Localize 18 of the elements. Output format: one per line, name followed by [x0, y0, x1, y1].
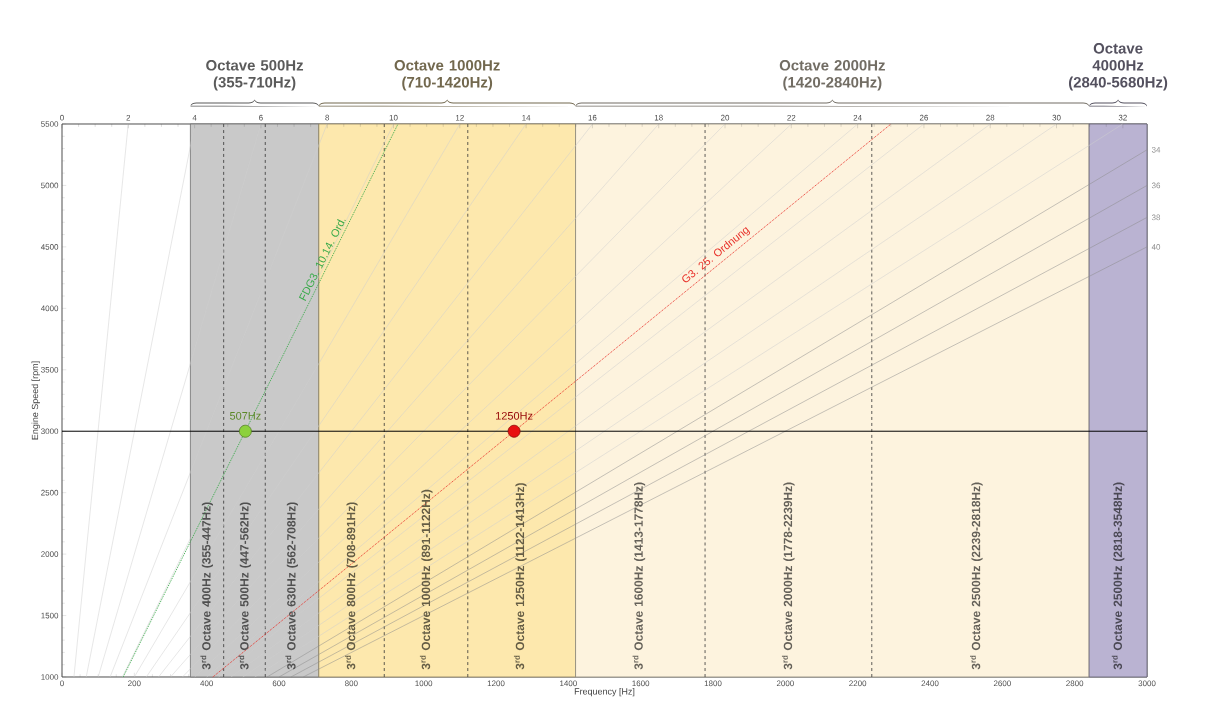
annotation: 3$^{rd}$ Octave 400Hz (355-447Hz) [200, 502, 213, 670]
annotation: 3$^{rd}$ Octave 500Hz (447-562Hz) [238, 502, 251, 670]
annotation: 3$^{rd}$ Octave 2500Hz (2818-3548Hz) [1111, 482, 1125, 670]
annotation: 3$^{rd}$ Octave 2500Hz (2239-2818Hz) [970, 482, 983, 670]
annotation: 3$^{rd}$ Octave 1250Hz (1122-1413Hz) [513, 483, 527, 670]
band-label: Octave 500Hz (355-710Hz) [206, 60, 304, 91]
annotation: 3$^{rd}$ Octave 1000Hz (891-1122Hz) [419, 489, 433, 670]
band-label: Octave 1000Hz (710-1420Hz) [394, 60, 500, 91]
y-axis-title: Engine Speed [rpm] [31, 361, 40, 440]
annotation: 3$^{rd}$ Octave 800Hz (708-891Hz) [345, 502, 358, 670]
band-label: Octave 4000Hz (2840-5680Hz) [1068, 43, 1168, 91]
annotation: 1250Hz [496, 411, 533, 420]
annotation: 507Hz [229, 411, 261, 420]
annotation: 3$^{rd}$ Octave 1600Hz (1413-1778Hz) [632, 482, 646, 670]
annotation: 3$^{rd}$ Octave 2000Hz (1778-2239Hz) [781, 482, 795, 670]
annotation: 3$^{rd}$ Octave 630Hz (562-708Hz) [285, 502, 298, 670]
band-label: Octave 2000Hz (1420-2840Hz) [779, 60, 885, 91]
x-axis-title: Frequency [Hz] [574, 688, 635, 697]
